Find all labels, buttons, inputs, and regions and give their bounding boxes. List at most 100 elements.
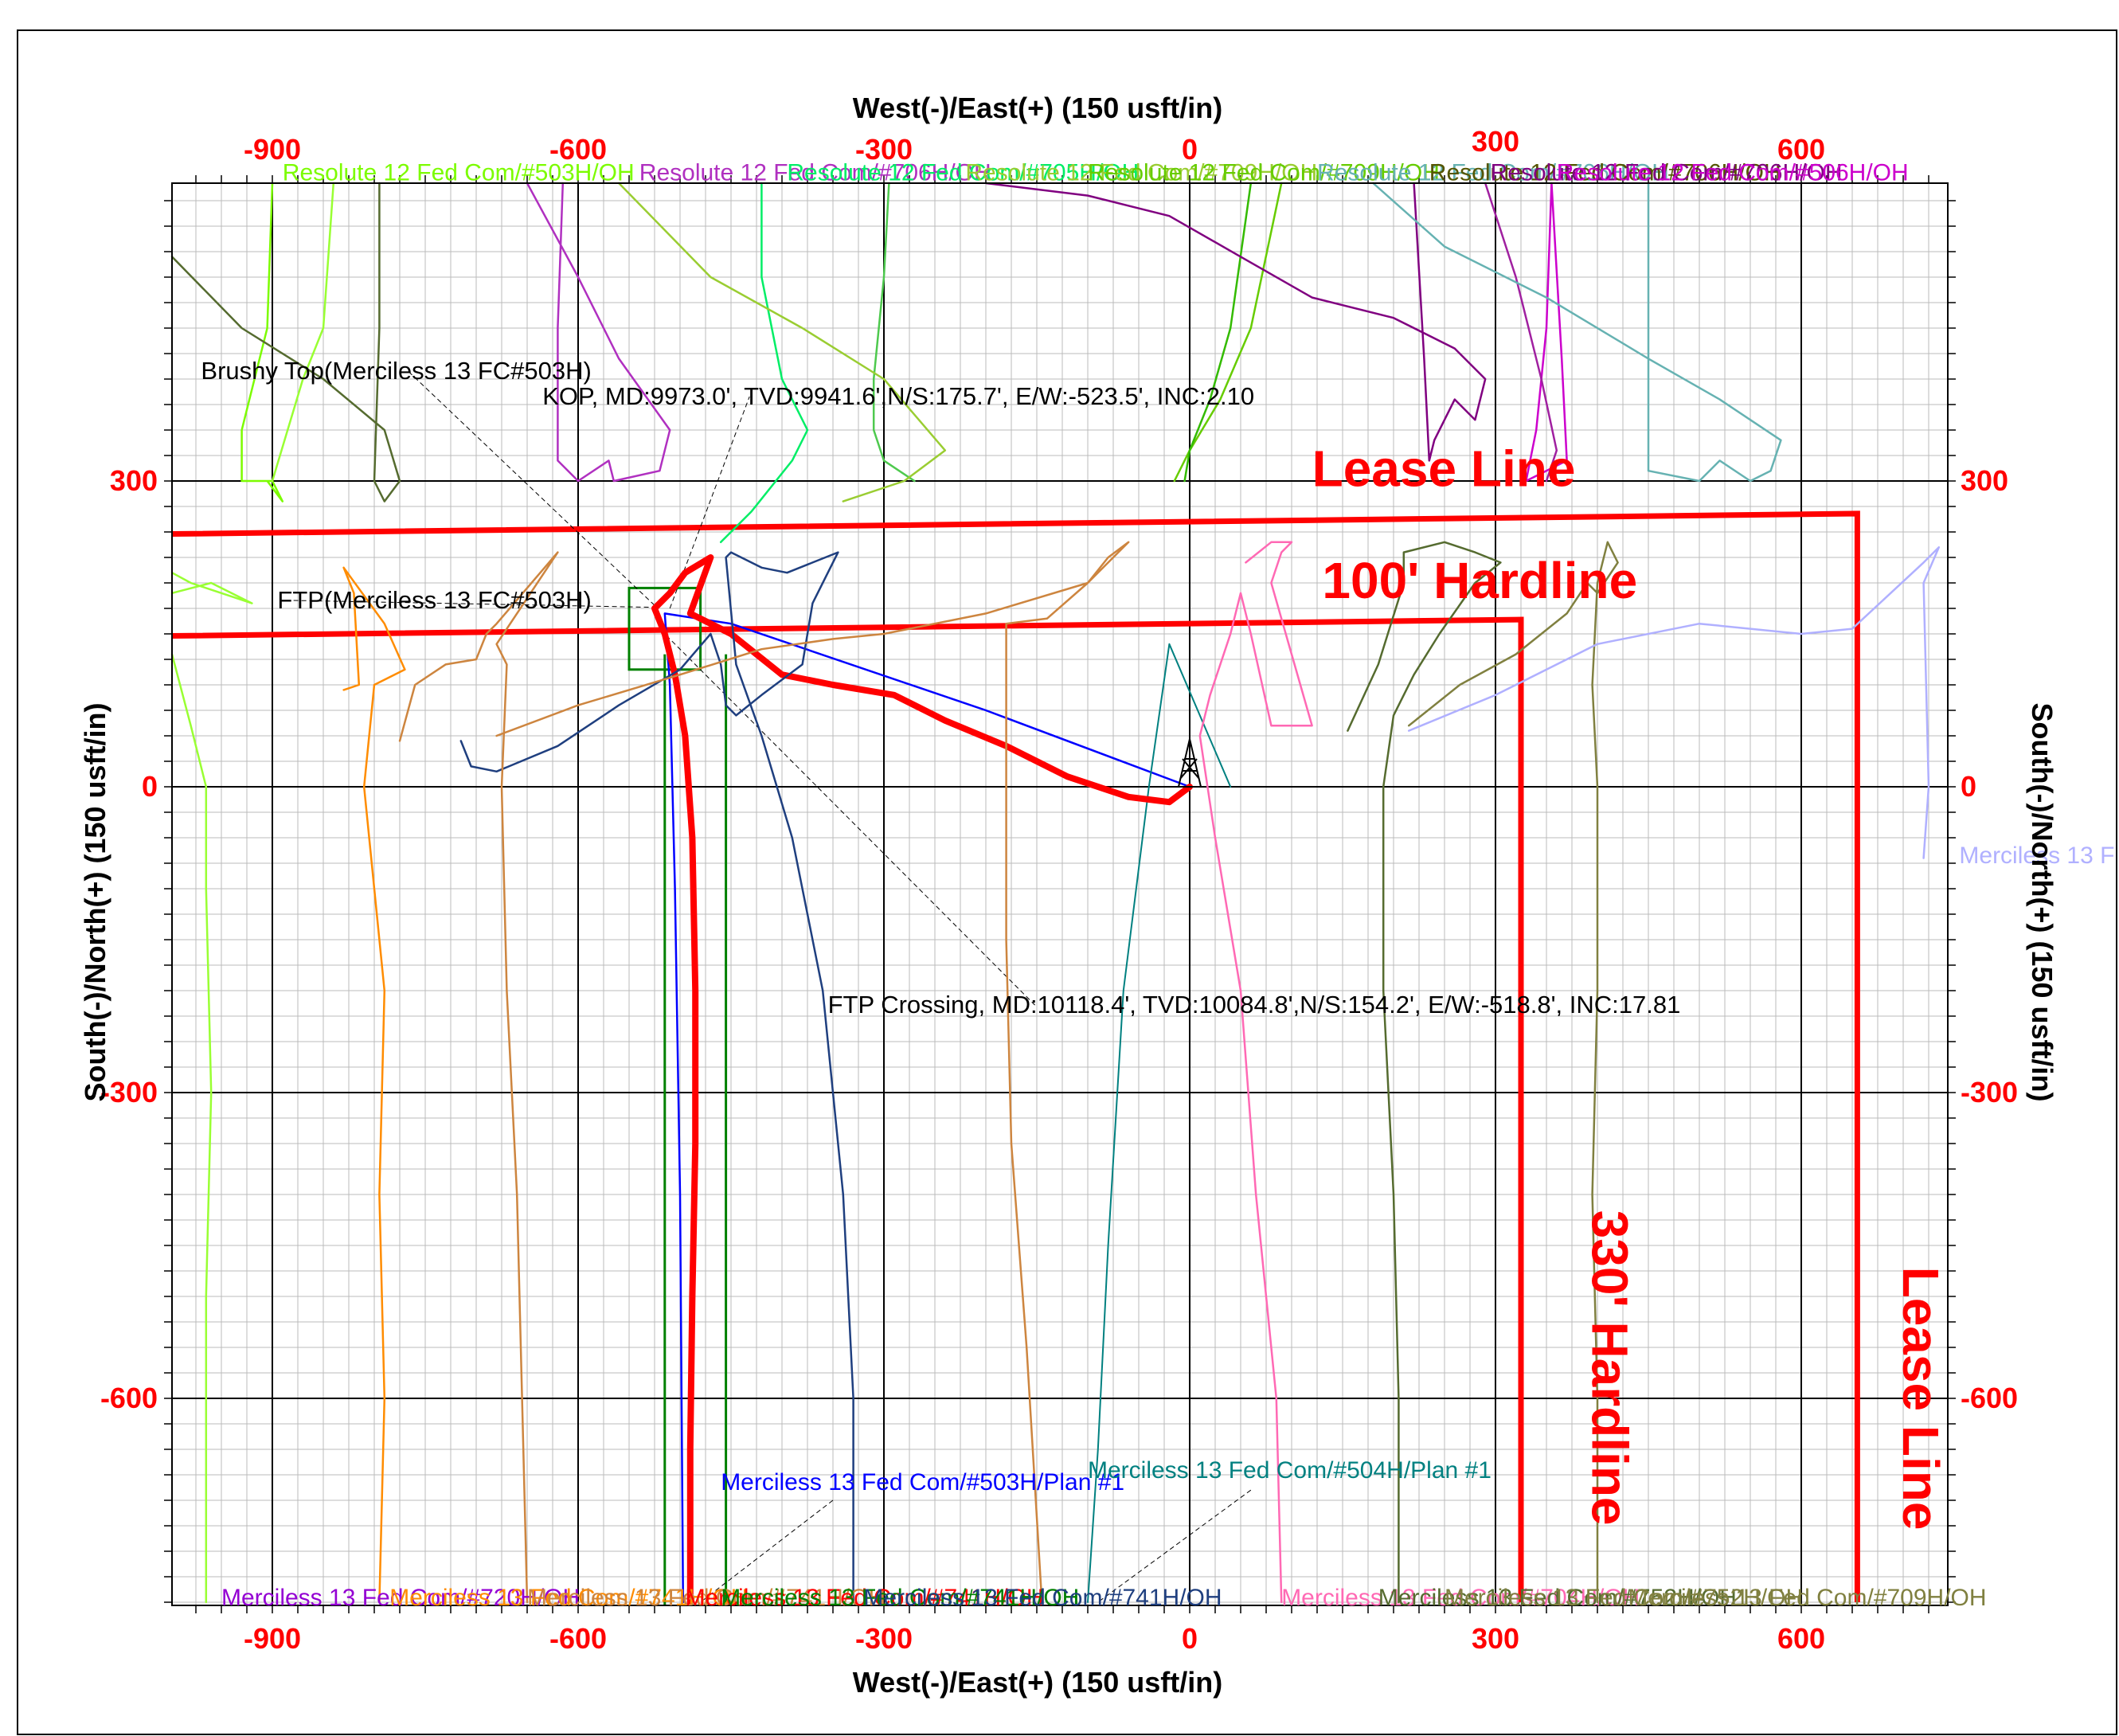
annotation-text: Brushy Top(Merciless 13 FC#503H) (201, 357, 591, 385)
boundary-line (171, 616, 1524, 1602)
well-trajectory (984, 182, 1487, 462)
x-tick-label-top: 600 (1777, 133, 1825, 166)
series-label: Merciless 13 Fed Com/#741H/OH (721, 1585, 1079, 1611)
series-label: Merciless 13 Fed Com/#752H/OH (1378, 1585, 1737, 1611)
x-axis-title-top: West(-)/East(+) (150 usft/in) (853, 92, 1222, 124)
well-trajectory (1347, 541, 1502, 1604)
well-trajectory (651, 554, 1193, 1605)
well-trajectory (342, 566, 406, 1604)
series-label: Merciless 13 Fed Com/#741H/OH (863, 1585, 1222, 1611)
annotation-leader (660, 629, 1035, 1006)
well-trajectory (1525, 182, 1568, 483)
well-series (170, 182, 1941, 1605)
boundary-label: Lease Line (1312, 440, 1576, 497)
boundary-line (171, 510, 1860, 1602)
annotation-leader (700, 1499, 834, 1603)
plot-border (171, 182, 1949, 1606)
axis-ticks (164, 175, 1956, 1613)
x-tick-label-bottom: 600 (1777, 1622, 1825, 1655)
well-trajectory (617, 182, 947, 502)
outer-frame (17, 29, 2117, 1735)
series-label: Resolute 12 Fed Com/#709H/OH (965, 159, 1317, 186)
well-trajectory (1372, 182, 1782, 483)
series-label: Merciless 13 Fed Com/#741H/OH (527, 1585, 886, 1611)
x-tick-label-top: -900 (244, 133, 301, 166)
boundary-lines (171, 510, 1860, 1602)
series-label: Merciless 13 Fed Com/#741H/OH (685, 1585, 1043, 1611)
series-label: Resolute 12 Fed Com/#706H/OH (1317, 159, 1669, 186)
x-tick-label-bottom: -600 (549, 1622, 607, 1655)
target-box (627, 586, 728, 1605)
series-label: Resolute 12 Fed Com/#706H/OH (639, 159, 991, 186)
series-label: Resolute 12 Fed Com/#709H/OH (1088, 159, 1440, 186)
rig-icon (1174, 738, 1206, 788)
x-tick-label-top: -300 (855, 133, 913, 166)
well-trajectory (1198, 541, 1313, 1604)
y-tick-label-right: 300 (1961, 464, 2008, 497)
well-trajectory (459, 551, 854, 1604)
well-trajectory (872, 182, 916, 483)
series-label: Merciless 13 Fed Com/#720H/OH (221, 1585, 580, 1611)
well-trajectory (240, 182, 284, 502)
series-label: Merciless 13 Fed Com/#704H/OH (1281, 1585, 1640, 1611)
well-trajectory (1407, 545, 1941, 859)
series-label: Merciless 13 F (1959, 843, 2114, 869)
y-tick-label-left: 300 (110, 464, 158, 497)
well-trajectory (1087, 643, 1232, 1603)
x-axis-title-bottom: West(-)/East(+) (150 usft/in) (853, 1666, 1222, 1699)
well-trajectory (271, 182, 335, 483)
series-label: Resolute 12 Fed Com/#503H/OH (283, 159, 635, 186)
x-tick-label-top: -600 (549, 133, 607, 166)
boundary-label: 330' Hardline (1581, 1210, 1639, 1526)
x-tick-label-top: 0 (1182, 133, 1198, 166)
x-tick-label-bottom: -900 (244, 1622, 301, 1655)
series-label: Merciless 13 Fed Com/#503H/Plan #1 (721, 1469, 1124, 1496)
annotation-text: FTP(Merciless 13 FC#503H) (277, 586, 591, 614)
y-tick-label-right: -300 (1961, 1076, 2018, 1108)
y-tick-label-left: 0 (142, 770, 158, 803)
well-trajectory (1183, 182, 1253, 483)
x-tick-label-bottom: 300 (1472, 1622, 1519, 1655)
well-trajectory (719, 182, 809, 544)
series-label: Merciless 13 Fed Com/#741H/OH (389, 1585, 748, 1611)
well-trajectory (170, 182, 401, 502)
x-tick-label-top: 300 (1472, 125, 1519, 158)
annotations: Brushy Top(Merciless 13 FC#503H)KOP, MD:… (201, 357, 1680, 1019)
series-labels: Resolute 12 Fed Com/#503H/OH Resolute 12 … (221, 159, 2114, 1610)
annotation-leader (669, 396, 750, 609)
well-trajectory (495, 541, 1130, 1604)
series-label: Merciless 13 Fed Com/#752H/OH (1445, 1585, 1803, 1611)
annotation-text: FTP Crossing, MD:10118.4', TVD:10084.8',… (828, 991, 1681, 1019)
well-trajectory (526, 182, 671, 483)
series-label: Resolute 12 Fed Com/#705H/OH (787, 159, 1139, 186)
y-tick-label-left: -300 (100, 1076, 158, 1108)
rig-icon (1174, 738, 1206, 788)
series-label: Merciless 13 Fed Com/#709H/OH (1628, 1585, 1986, 1611)
axis-labels: -900 -900 -600 -600 -300 -300 0 0 300 300 600 600 30… (100, 125, 2018, 1655)
series-label: Resolute 12 Fed Com/#706H/OH (1491, 159, 1843, 186)
y-tick-label-right: -600 (1961, 1382, 2018, 1414)
well-trajectory (398, 551, 559, 1604)
major-grid (172, 183, 1948, 1605)
y-tick-label-right: 0 (1961, 770, 1976, 803)
series-label: Merciless 13 Fed Com/#504H/Plan #1 (1088, 1457, 1492, 1484)
series-label: Resolute 12 Fed Com/#506H/OH (1557, 159, 1909, 186)
well-trajectory (1407, 541, 1619, 1604)
y-tick-label-left: -600 (100, 1382, 158, 1414)
y-axis-title-left: South(-)/North(+) (150 usft/in) (79, 703, 111, 1102)
well-trajectory (1173, 182, 1283, 483)
boundary-label: 100' Hardline (1322, 552, 1637, 609)
y-axis-title-right: South(-)/North(+) (150 usft/in) (2026, 703, 2058, 1102)
series-label: Resolute 12 Fed Com/#706H/OH (1429, 159, 1781, 186)
boundary-label: Lease Line (1892, 1267, 1949, 1531)
well-trajectory (170, 653, 213, 1604)
annotation-text: KOP, MD:9973.0', TVD:9941.6',N/S:175.7',… (542, 382, 1254, 410)
annotation-leader (408, 370, 655, 606)
x-tick-label-bottom: -300 (855, 1622, 913, 1655)
well-trajectory (170, 571, 253, 604)
x-tick-label-bottom: 0 (1182, 1622, 1198, 1655)
well-trajectory (1484, 182, 1558, 483)
boundary-labels: Lease Line 100' Hardline 330' Hardline Leas… (1312, 440, 1949, 1530)
